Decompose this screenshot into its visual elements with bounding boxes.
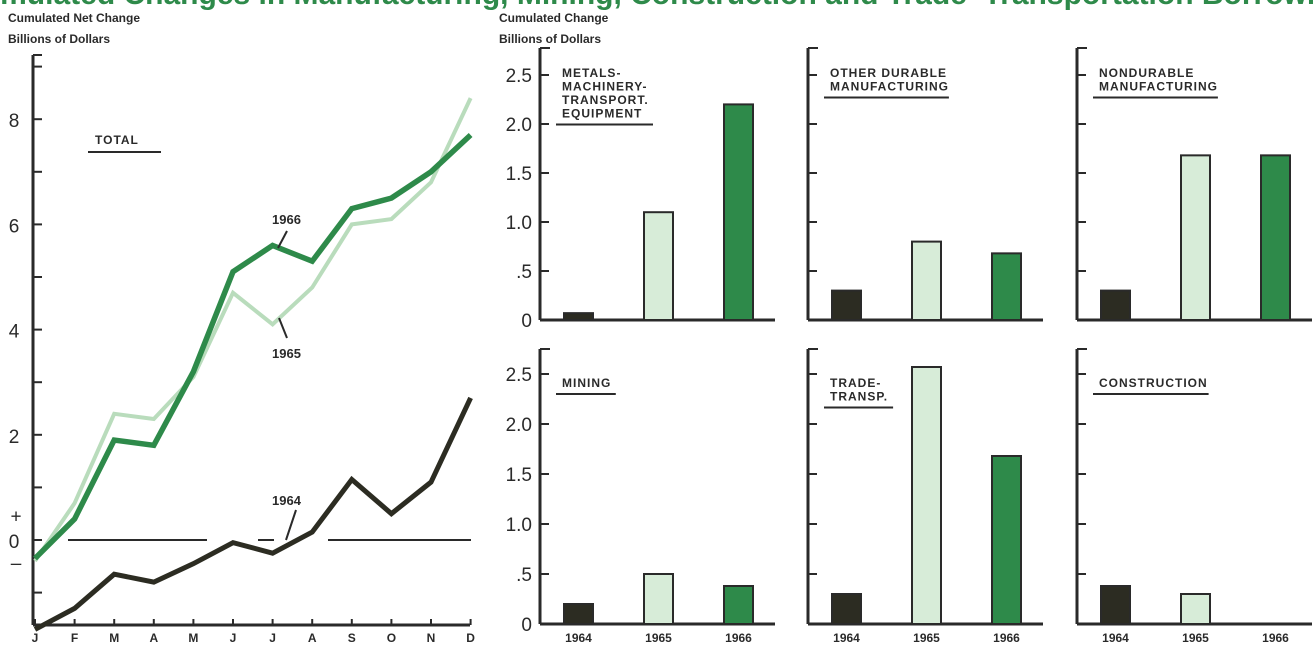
bar-1965 <box>911 366 942 625</box>
x-tick-label: J <box>230 631 237 645</box>
bar-1965 <box>911 240 942 322</box>
bar-1964 <box>1100 585 1131 625</box>
y-tick-label: + <box>10 506 21 527</box>
panel-title: TOTAL <box>95 133 139 147</box>
y-tick-label: .5 <box>516 262 532 283</box>
x-tick-label: D <box>466 631 475 645</box>
bar-1965 <box>1180 593 1211 625</box>
x-tick-label: A <box>308 631 317 645</box>
bar-1964 <box>563 603 594 625</box>
y-tick-label: 8 <box>9 111 20 132</box>
label-leader-line <box>277 230 288 249</box>
panel-title: TRANSP. <box>830 390 888 404</box>
y-tick-label: – <box>11 554 22 575</box>
y-tick-label: 1.0 <box>506 213 532 234</box>
series-label-1966: 1966 <box>272 212 301 227</box>
x-tick-label: 1965 <box>913 631 940 645</box>
bar-1965 <box>643 211 674 321</box>
panel-title: METALS- <box>562 66 621 80</box>
x-tick-label: M <box>188 631 198 645</box>
x-tick-label: S <box>348 631 356 645</box>
y-tick-label: .5 <box>516 565 532 586</box>
x-tick-label: N <box>427 631 436 645</box>
x-tick-label: 1964 <box>833 631 860 645</box>
panel-title: OTHER DURABLE <box>830 66 947 80</box>
panel-title: TRADE- <box>830 376 881 390</box>
label-leader-line <box>285 509 297 541</box>
x-tick-label: 1966 <box>725 631 752 645</box>
panel-title: MANUFACTURING <box>830 80 949 94</box>
panel-title: MINING <box>562 376 611 390</box>
x-tick-label: 1964 <box>565 631 592 645</box>
x-tick-label: 1965 <box>1182 631 1209 645</box>
bar-1966 <box>723 585 754 625</box>
y-tick-label: 1.5 <box>506 164 532 185</box>
panel-title: MANUFACTURING <box>1099 80 1218 94</box>
total-line-chart: Cumulated Net Change Billions of Dollars 8… <box>8 11 475 645</box>
bar-1965 <box>643 573 674 625</box>
series-label-1965: 1965 <box>272 346 301 361</box>
y-tick-label: 2.5 <box>506 365 532 386</box>
bar-panel-trade-transp: 1964 1965 1966 TRADE-TRANSP. <box>806 348 1043 645</box>
bar-1965 <box>1180 154 1211 321</box>
bar-1966 <box>991 455 1022 625</box>
y-tick-label: 2.5 <box>506 66 532 87</box>
page-title: Cumulated Changes in Manufacturing, Mini… <box>0 0 1313 11</box>
y-tick-label: 2.0 <box>506 115 532 136</box>
bar-1964 <box>1100 289 1131 322</box>
y-axis-label: Cumulated Change <box>499 11 609 25</box>
bar-1964 <box>831 289 862 322</box>
series-line-1964 <box>33 396 473 632</box>
bar-1966 <box>991 252 1022 321</box>
y-tick-label: 1.5 <box>506 465 532 486</box>
bar-1966 <box>1260 154 1291 321</box>
y-axis-label: Cumulated Net Change <box>8 11 140 25</box>
bar-1966 <box>723 103 754 322</box>
series-line-1966 <box>33 132 473 561</box>
bar-1964 <box>831 593 862 625</box>
series-label-1964: 1964 <box>272 493 302 508</box>
bar-panel-mining: 0 .5 1.0 1.5 2.0 2.5 1964 1965 1966 MINING <box>506 348 775 645</box>
x-tick-label: 1966 <box>993 631 1020 645</box>
x-tick-label: 1965 <box>645 631 672 645</box>
y-tick-label: 0 <box>9 532 20 553</box>
x-tick-label: F <box>71 631 78 645</box>
x-tick-label: O <box>387 631 396 645</box>
panel-title: CONSTRUCTION <box>1099 376 1208 390</box>
panel-title: TRANSPORT. <box>562 93 649 107</box>
x-tick-label: 1964 <box>1102 631 1129 645</box>
y-tick-label: 2.0 <box>506 415 532 436</box>
label-leader-line <box>278 317 288 339</box>
x-tick-label: J <box>32 631 39 645</box>
bar-1964 <box>563 312 594 322</box>
panel-title: MACHINERY- <box>562 80 648 94</box>
bar-panel-metals: 0 .5 1.0 1.5 2.0 2.5 METALS-MACHINERY-TRANSPOR… <box>506 47 775 332</box>
y-axis-label: Billions of Dollars <box>499 32 601 46</box>
bar-panel-construction: 1964 1965 1966 CONSTRUCTION <box>1075 348 1312 645</box>
y-tick-label: 1.0 <box>506 515 532 536</box>
x-tick-label: A <box>149 631 158 645</box>
y-tick-label: 0 <box>521 615 532 636</box>
y-tick-label: 4 <box>9 322 20 343</box>
y-tick-label: 2 <box>9 427 20 448</box>
panel-title: EQUIPMENT <box>562 107 642 121</box>
x-tick-label: 1966 <box>1262 631 1289 645</box>
x-tick-label: M <box>109 631 119 645</box>
series-line-1965 <box>33 97 473 563</box>
y-axis-label: Billions of Dollars <box>8 32 110 46</box>
panel-title: NONDURABLE <box>1099 66 1194 80</box>
y-tick-label: 6 <box>9 216 20 237</box>
y-tick-label: 0 <box>521 311 532 332</box>
x-tick-label: J <box>269 631 276 645</box>
